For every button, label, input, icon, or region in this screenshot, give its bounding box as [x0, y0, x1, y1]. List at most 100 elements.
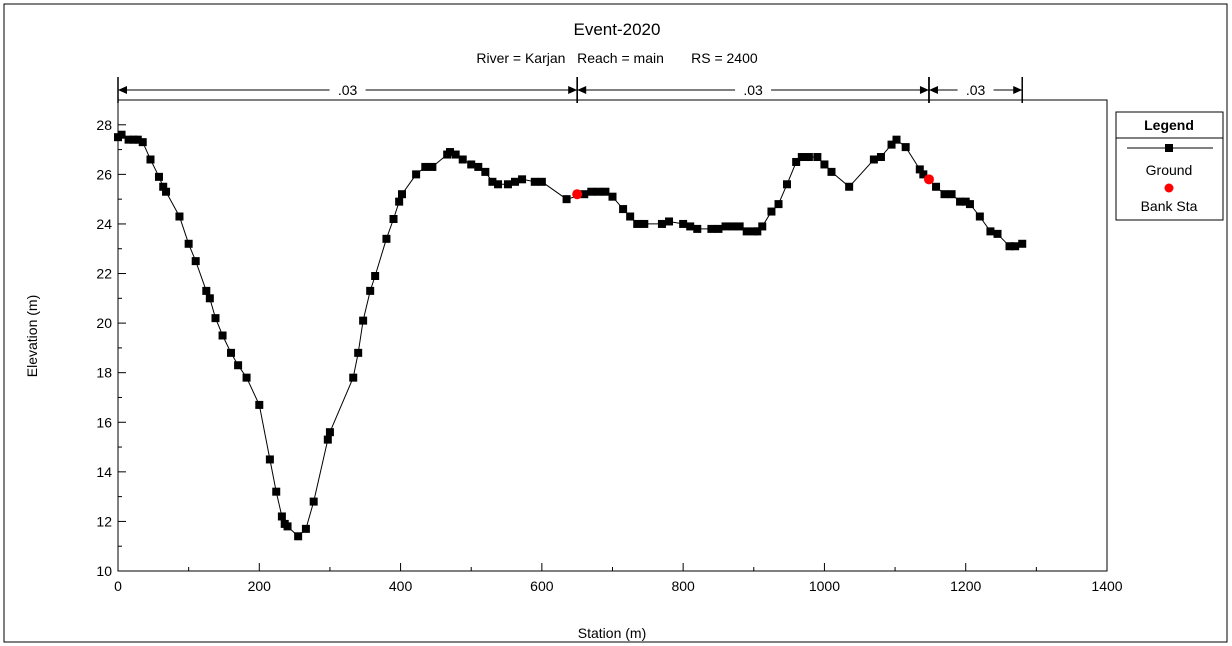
ground-point [753, 227, 762, 236]
ground-point [301, 524, 310, 533]
y-axis-label: Elevation (m) [24, 295, 40, 377]
ground-point [451, 150, 460, 159]
ground-point [792, 157, 801, 166]
ground-point [366, 286, 375, 295]
legend-bank-label: Bank Sta [1141, 198, 1198, 214]
ground-point [580, 190, 589, 199]
ground-point [518, 175, 527, 184]
ground-point [467, 160, 476, 169]
ground-point [975, 212, 984, 221]
ground-point [714, 224, 723, 233]
manning-arrowhead-left [928, 86, 938, 94]
ground-point [265, 455, 274, 464]
ground-point [323, 435, 332, 444]
ground-point [1011, 242, 1020, 251]
ground-point [876, 153, 885, 162]
ground-point [191, 257, 200, 266]
manning-arrowhead-right [919, 86, 929, 94]
ground-point [626, 212, 635, 221]
manning-label: .03 [338, 82, 358, 98]
ground-point [640, 219, 649, 228]
manning-label: .03 [743, 82, 763, 98]
bank-station-point [572, 189, 583, 200]
ground-point [309, 497, 318, 506]
y-tick-label: 14 [96, 464, 112, 480]
x-tick-label: 600 [530, 578, 554, 594]
ground-point [458, 155, 467, 164]
ground-point [657, 219, 666, 228]
chart-border [3, 3, 1228, 643]
ground-point [146, 155, 155, 164]
ground-point [325, 428, 334, 437]
bank-station-point [923, 174, 934, 185]
ground-point [774, 200, 783, 209]
ground-point [986, 227, 995, 236]
ground-point [901, 143, 910, 152]
ground-point [530, 177, 539, 186]
ground-point [919, 170, 928, 179]
ground-point [735, 222, 744, 231]
ground-point [272, 487, 281, 496]
ground-point [993, 229, 1002, 238]
legend-title: Legend [1144, 117, 1194, 133]
ground-point [234, 361, 243, 370]
ground-point [608, 192, 617, 201]
ground-point [354, 348, 363, 357]
y-tick-label: 18 [96, 365, 112, 381]
ground-point [389, 214, 398, 223]
ground-point [961, 197, 970, 206]
ground-point [813, 153, 822, 162]
y-tick-label: 20 [96, 315, 112, 331]
manning-arrowhead-right [568, 86, 578, 94]
legend-ground-label: Ground [1146, 162, 1193, 178]
y-tick-label: 12 [96, 513, 112, 529]
ground-point [138, 138, 147, 147]
ground-point [594, 187, 603, 196]
x-axis-label: Station (m) [578, 625, 646, 641]
ground-point [162, 187, 171, 196]
ground-point [421, 162, 430, 171]
ground-point [965, 200, 974, 209]
ground-point [218, 331, 227, 340]
y-tick-label: 28 [96, 117, 112, 133]
ground-point [371, 272, 380, 281]
ground-point [503, 180, 512, 189]
ground-point [804, 153, 813, 162]
manning-arrowhead-left [577, 86, 587, 94]
ground-point [202, 286, 211, 295]
legend-ground-marker [1165, 144, 1173, 152]
ground-point [117, 130, 126, 139]
ground-point [892, 135, 901, 144]
data-series [114, 130, 1027, 541]
ground-point [956, 197, 965, 206]
ground-point [562, 195, 571, 204]
x-tick-label: 0 [114, 578, 122, 594]
x-tick-label: 200 [248, 578, 272, 594]
chart-title: Event-2020 [574, 20, 661, 39]
x-tick-label: 400 [389, 578, 413, 594]
ground-point [947, 190, 956, 199]
y-tick-label: 26 [96, 166, 112, 182]
x-tick-label: 1200 [950, 578, 981, 594]
ground-point [679, 219, 688, 228]
ground-point [211, 314, 220, 323]
ground-point [277, 512, 286, 521]
ground-point [349, 373, 358, 382]
manning-arrowhead-right [1013, 86, 1023, 94]
chart-subtitle: River = Karjan Reach = main RS = 2400 [476, 50, 758, 66]
ground-point [494, 180, 503, 189]
series-ground [114, 130, 1027, 541]
y-tick-label: 24 [96, 216, 112, 232]
x-tick-label: 800 [671, 578, 695, 594]
legend-box [1115, 111, 1224, 221]
ground-point [869, 155, 878, 164]
ground-point [782, 180, 791, 189]
ground-point [395, 197, 404, 206]
series-bank-sta [572, 174, 934, 200]
ground-point [707, 224, 716, 233]
ground-point [511, 177, 520, 186]
legend-bank-marker [1164, 183, 1174, 193]
ground-point [767, 207, 776, 216]
ground-point [633, 219, 642, 228]
ground-point [129, 135, 138, 144]
